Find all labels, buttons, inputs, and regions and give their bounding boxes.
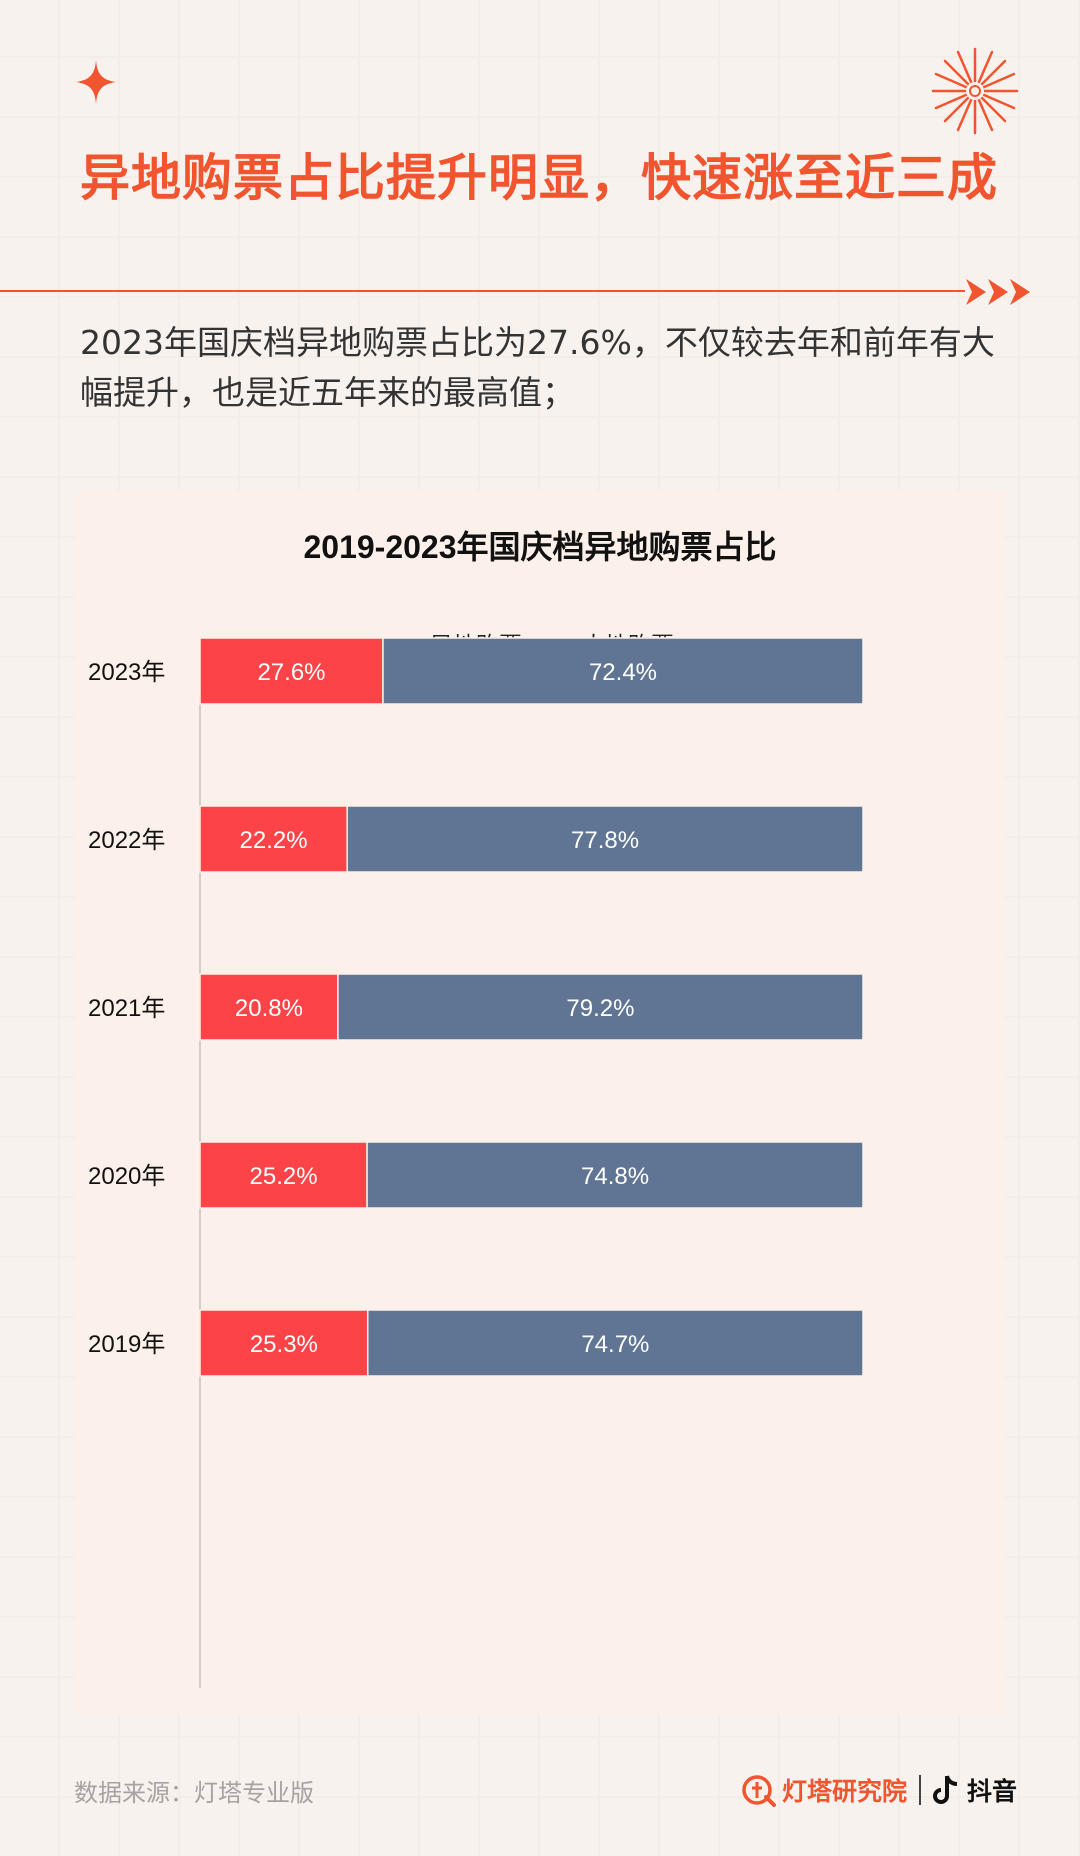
brand-footer: 灯塔研究院 抖音 [742,1765,1017,1815]
bar-local [366,1309,864,1377]
brand-separator [919,1775,922,1805]
brand-name: 灯塔研究院 [782,1777,908,1806]
summary-text: 2023年国庆档异地购票占比为27.6%，不仅较去年和前年有大幅提升，也是近五年… [80,323,995,412]
category-label: 2019年 [88,1331,165,1358]
page-title: 异地购票占比提升明显，快速涨至近三成 [80,149,998,207]
data-label: 74.8% [581,1163,649,1190]
data-label: 77.8% [571,827,639,854]
bar-local [346,805,864,873]
firework-icon [931,47,1019,135]
bar-group: 2023年 27.6% 72.4% 2022年 22.2% 77.8% 2021年 20.8%… [88,637,864,1377]
data-label: 25.2% [250,1163,318,1190]
category-label: 2023年 [88,659,165,686]
bar-local [382,637,864,705]
bar-remote [199,1309,369,1377]
bar-remote [199,973,339,1041]
stacked-bar-chart: 2019-2023年国庆档异地购票占比 异地购票 本地购票 2023年27.6%… [88,529,864,1688]
bar-remote [199,637,384,705]
dengta-logo-icon [742,1775,776,1807]
category-label: 2022年 [88,827,165,854]
platform-name: 抖音 [967,1777,1018,1806]
category-label: 2020年 [88,1163,165,1190]
bar-local [337,973,864,1041]
bar-local [366,1141,864,1209]
data-label: 74.7% [581,1331,649,1358]
title-divider [0,290,965,292]
data-label: 20.8% [235,995,303,1022]
data-source-note: 数据来源：灯塔专业版 [74,1779,314,1807]
category-label: 2021年 [88,995,165,1022]
sparkle-icon [76,60,116,104]
data-label: 72.4% [589,659,657,686]
douyin-logo-icon [933,1775,958,1804]
data-label: 25.3% [250,1331,318,1358]
data-label: 22.2% [240,827,308,854]
bar-remote [199,805,348,873]
chevron-right-icon [966,279,1030,305]
chart-panel: 2019-2023年国庆档异地购票占比 异地购票 本地购票 2023年27.6%… [74,490,1006,1715]
chart-title: 2019-2023年国庆档异地购票占比 [303,529,776,565]
data-label: 79.2% [566,995,634,1022]
data-label: 27.6% [257,659,325,686]
